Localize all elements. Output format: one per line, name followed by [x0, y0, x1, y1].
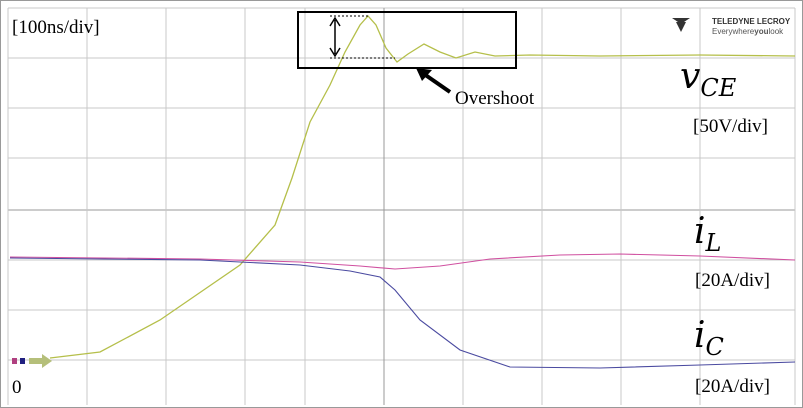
- subscript: CE: [700, 74, 736, 102]
- overshoot-arrow: [329, 16, 341, 58]
- ground-label: 0: [12, 377, 22, 398]
- timebase: [100ns/div]: [12, 17, 100, 38]
- logo-mark: [672, 18, 690, 32]
- subscript: C: [706, 333, 724, 361]
- scale: [20A/div]: [695, 270, 770, 291]
- ground-arrow: [29, 354, 52, 368]
- trace-label: iL: [694, 211, 721, 257]
- pointer-head: [416, 68, 432, 81]
- tagline: you: [754, 27, 768, 36]
- subscript: L: [705, 229, 722, 257]
- pointer-arrow: [422, 72, 452, 94]
- ch-marker: [12, 358, 17, 364]
- symbol: v: [680, 56, 700, 97]
- logo-brand: TELEDYNE LECROY: [712, 17, 791, 26]
- tagline: Everywhere: [712, 27, 755, 36]
- scale: [20A/div]: [695, 376, 770, 397]
- logo-tagline: Everywhereyoulook: [712, 27, 784, 36]
- scale: [50V/div]: [693, 116, 768, 137]
- trace-label: iC: [694, 315, 724, 361]
- annotation: Overshoot: [455, 88, 535, 109]
- symbol: i: [694, 315, 706, 356]
- symbol: i: [694, 211, 706, 252]
- overshoot-box: [297, 11, 517, 69]
- trace-il: [9, 253, 796, 270]
- grid: [7, 7, 796, 405]
- ch-marker: [20, 358, 25, 364]
- trace-ic: [9, 257, 796, 369]
- trace-label: vCE: [680, 56, 737, 102]
- trace-vce: [49, 15, 796, 359]
- tagline: look: [768, 27, 784, 36]
